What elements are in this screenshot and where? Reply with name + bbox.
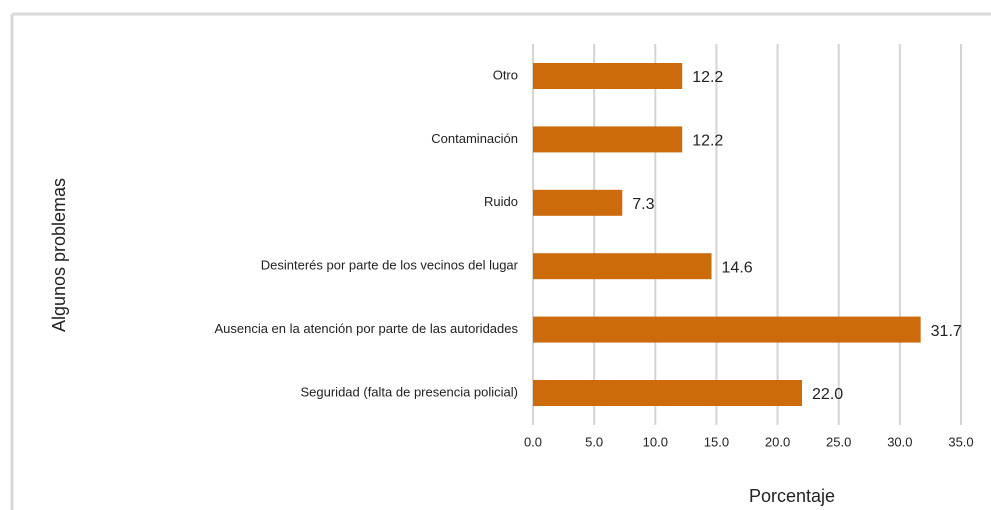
x-tick-label: 0.0	[524, 434, 542, 449]
bar	[533, 380, 803, 406]
x-tick-label: 10.0	[643, 434, 668, 449]
y-tick-label: Contaminación	[431, 131, 518, 146]
bar	[533, 63, 683, 89]
bar	[533, 253, 712, 280]
x-tick-label: 25.0	[826, 434, 851, 449]
data-label: 31.7	[931, 323, 962, 340]
x-tick-label: 5.0	[585, 434, 603, 449]
x-tick-label: 30.0	[887, 434, 912, 449]
y-tick-label: Otro	[493, 67, 518, 82]
y-tick-label: Desinterés por parte de los vecinos del …	[261, 258, 519, 273]
data-label: 12.2	[692, 133, 723, 150]
y-tick-label: Seguridad (falta de presencia policial)	[300, 384, 518, 399]
x-tick-label: 35.0	[948, 434, 973, 449]
x-tick-label: 15.0	[704, 434, 729, 449]
x-tick-label: 20.0	[765, 434, 790, 449]
x-axis-label: Porcentaje	[749, 486, 835, 506]
bar	[533, 126, 683, 153]
bar	[533, 316, 921, 343]
data-label: 12.2	[692, 69, 723, 86]
data-label: 22.0	[812, 386, 843, 403]
data-label: 14.6	[722, 259, 753, 276]
y-axis-label: Algunos problemas	[49, 178, 69, 332]
y-tick-label: Ruido	[484, 194, 518, 209]
data-label: 7.3	[632, 196, 654, 213]
y-tick-label: Ausencia en la atención por parte de las…	[214, 321, 518, 336]
bar	[533, 189, 623, 216]
